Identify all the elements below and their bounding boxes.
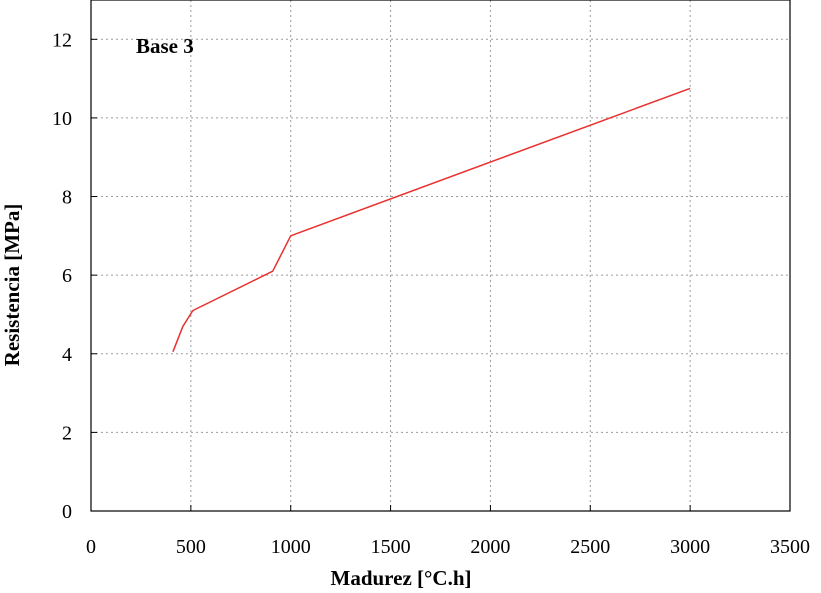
y-axis-label: Resistencia [MPa]	[0, 204, 24, 367]
x-tick-label: 2500	[570, 536, 610, 558]
x-tick-label: 0	[86, 536, 96, 558]
x-tick-label: 1500	[371, 536, 411, 558]
x-tick-label: 2000	[470, 536, 510, 558]
plot-frame	[90, 0, 791, 512]
axis-ticks: 0 500 1000 1500 2000 2500 3000 3500 0 2 4 6 8 10 12	[52, 29, 810, 558]
y-tick-label: 10	[52, 108, 72, 130]
x-tick-label: 3000	[670, 536, 710, 558]
y-tick-label: 4	[62, 344, 72, 366]
y-tick-label: 12	[52, 29, 72, 51]
y-tick-label: 8	[62, 187, 72, 209]
x-axis-label: Madurez [°C.h]	[331, 566, 472, 590]
series-line	[172, 87, 691, 353]
x-tick-label: 1000	[271, 536, 311, 558]
grid-lines	[91, 0, 790, 511]
y-tick-label: 6	[62, 265, 72, 287]
y-tick-label: 0	[62, 501, 72, 523]
x-tick-label: 3500	[770, 536, 810, 558]
series-layer	[172, 87, 691, 353]
y-tick-label: 2	[62, 422, 72, 444]
x-tick-label: 500	[176, 536, 206, 558]
chart-annotation: Base 3	[136, 34, 194, 58]
